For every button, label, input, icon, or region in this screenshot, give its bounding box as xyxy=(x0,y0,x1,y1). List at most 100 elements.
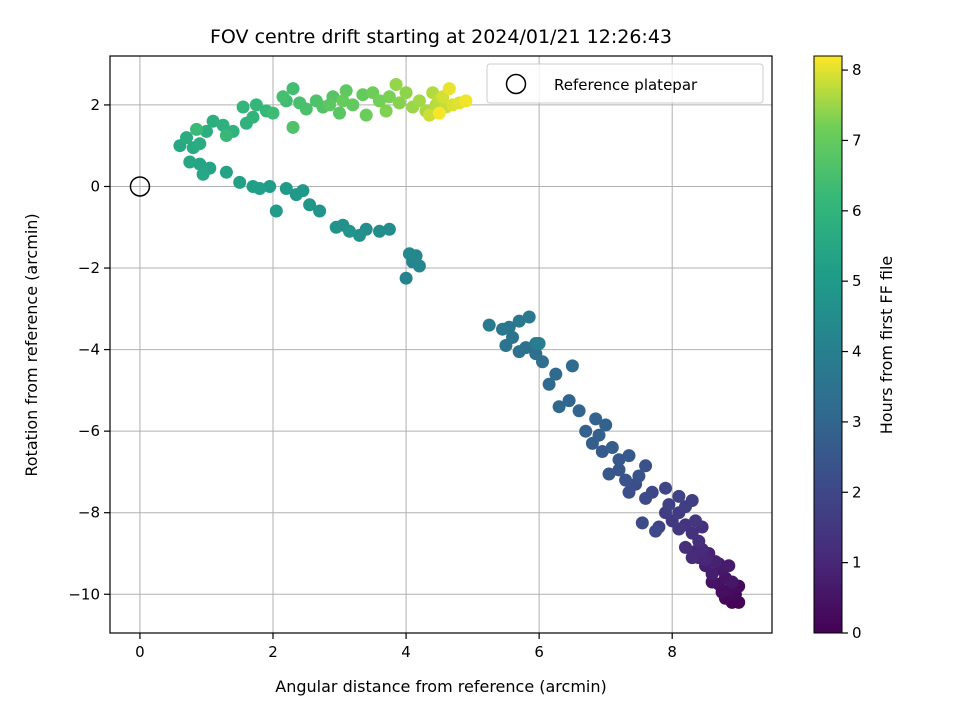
data-point xyxy=(389,78,403,91)
data-point xyxy=(496,322,509,336)
data-point xyxy=(572,404,586,418)
data-point xyxy=(639,491,653,505)
data-points xyxy=(173,78,746,609)
data-point xyxy=(249,98,263,112)
data-point xyxy=(605,441,619,454)
data-point xyxy=(595,445,609,458)
data-point xyxy=(190,122,203,136)
colorbar-tick-label: 3 xyxy=(852,413,862,431)
colorbar-tick-label: 8 xyxy=(852,61,862,79)
colorbar-ticks: 0 1 2 3 4 5 6 7 8 xyxy=(842,61,862,642)
data-point xyxy=(343,224,356,238)
data-point xyxy=(662,498,676,512)
data-point xyxy=(639,459,653,473)
colorbar-label: Hours from first FF file xyxy=(877,256,896,435)
legend-reference-label: Reference platepar xyxy=(554,76,698,94)
data-point xyxy=(356,88,370,102)
colorbar-tick-label: 6 xyxy=(852,202,862,220)
data-point xyxy=(196,167,210,181)
data-point xyxy=(599,418,613,432)
legend-reference-marker xyxy=(505,73,527,95)
data-point xyxy=(236,100,250,114)
data-point xyxy=(382,90,396,104)
data-point xyxy=(635,516,649,530)
data-point xyxy=(589,412,603,426)
colorbar-tick-label: 0 xyxy=(852,624,862,642)
legend-frame xyxy=(486,63,764,104)
data-point xyxy=(336,94,350,108)
data-point xyxy=(219,165,233,179)
data-point xyxy=(722,559,736,573)
data-point xyxy=(193,157,207,171)
data-point xyxy=(552,400,566,414)
data-point xyxy=(323,98,337,112)
data-point xyxy=(725,575,739,589)
data-point xyxy=(263,180,277,193)
data-point xyxy=(303,198,317,212)
data-point xyxy=(269,204,283,218)
data-point xyxy=(246,180,260,193)
data-point xyxy=(353,228,366,242)
data-point xyxy=(659,481,672,495)
x-tick-label: 6 xyxy=(534,643,544,661)
data-point xyxy=(689,514,702,528)
colorbar-tick-label: 2 xyxy=(852,483,862,501)
data-point xyxy=(399,271,413,285)
colorbar-tick-label: 4 xyxy=(852,343,862,361)
data-point xyxy=(392,96,406,110)
data-point xyxy=(329,220,343,234)
data-point xyxy=(622,485,636,499)
colorbar xyxy=(813,55,843,634)
y-tick-label: −8 xyxy=(78,504,100,522)
data-point xyxy=(183,155,197,169)
data-point xyxy=(412,259,426,273)
data-point xyxy=(432,106,446,120)
data-point xyxy=(549,367,563,381)
data-point xyxy=(246,110,260,124)
data-point xyxy=(512,345,526,359)
data-point xyxy=(289,188,303,202)
data-point xyxy=(529,347,543,361)
data-point xyxy=(412,94,426,108)
data-point xyxy=(219,129,233,142)
data-point xyxy=(632,469,646,483)
data-point xyxy=(685,494,699,507)
x-tick-label: 4 xyxy=(401,643,411,661)
data-point xyxy=(506,330,519,344)
data-point xyxy=(333,106,346,120)
data-point xyxy=(346,98,360,112)
reference-point xyxy=(129,176,151,197)
data-point xyxy=(373,224,386,238)
chart-title: FOV centre drift starting at 2024/01/21 … xyxy=(210,26,672,48)
data-point xyxy=(279,182,293,195)
data-point xyxy=(522,310,536,324)
data-point xyxy=(313,204,327,218)
data-point xyxy=(685,551,699,565)
data-point xyxy=(422,108,436,122)
y-tick-label: −4 xyxy=(78,341,100,359)
data-point xyxy=(373,94,386,108)
data-point xyxy=(699,553,712,567)
data-point xyxy=(679,540,692,554)
data-point xyxy=(565,359,579,373)
data-point xyxy=(339,84,353,98)
data-point xyxy=(532,337,546,350)
legend: Reference platepar xyxy=(486,63,764,104)
data-point xyxy=(619,473,633,487)
x-tick-label: 0 xyxy=(135,643,145,661)
axis-ticks: 0 2 4 6 8 −10 −8 −6 −4 −2 0 2 xyxy=(68,96,677,661)
data-point xyxy=(542,377,556,391)
y-tick-label: −10 xyxy=(68,585,100,603)
colorbar-tick-label: 7 xyxy=(852,131,862,149)
data-point xyxy=(206,114,220,128)
y-tick-label: 0 xyxy=(90,177,100,195)
y-tick-label: 2 xyxy=(90,96,100,114)
data-point xyxy=(459,94,473,108)
data-point xyxy=(200,124,213,138)
data-point xyxy=(399,86,413,100)
plot-frame xyxy=(109,55,773,634)
data-point xyxy=(180,131,193,145)
data-point xyxy=(612,453,626,467)
y-tick-label: −2 xyxy=(78,259,100,277)
